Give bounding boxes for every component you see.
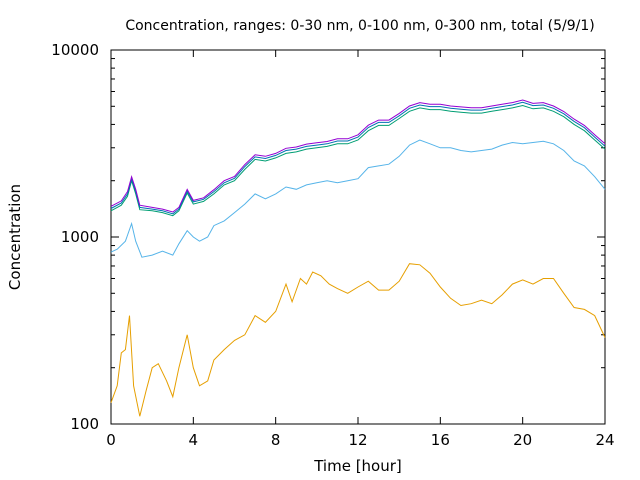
chart-title: Concentration, ranges: 0-30 nm, 0-100 nm… — [125, 18, 594, 34]
y-axis: 100 1000 10000 — [51, 41, 605, 433]
x-tick-label: 20 — [513, 431, 532, 449]
series-line — [110, 104, 606, 217]
y-tick-label: 100 — [70, 415, 99, 433]
x-tick-label: 8 — [271, 431, 281, 449]
x-tick-label: 16 — [431, 431, 450, 449]
x-tick-label: 0 — [106, 431, 116, 449]
series-group — [110, 99, 606, 417]
y-tick-label: 1000 — [61, 228, 99, 246]
series-line — [110, 99, 606, 213]
y-tick-label: 10000 — [51, 41, 99, 59]
plot-area — [110, 49, 606, 425]
plot-frame — [110, 49, 606, 425]
y-axis-label: Concentration — [6, 184, 24, 290]
x-axis: 0 4 8 12 16 20 24 — [106, 50, 615, 449]
series-line — [110, 101, 606, 215]
series-line — [110, 263, 606, 417]
x-tick-label: 4 — [189, 431, 199, 449]
x-axis-label: Time [hour] — [313, 457, 402, 475]
x-tick-label: 12 — [348, 431, 367, 449]
x-tick-label: 24 — [595, 431, 614, 449]
series-line — [110, 139, 606, 258]
